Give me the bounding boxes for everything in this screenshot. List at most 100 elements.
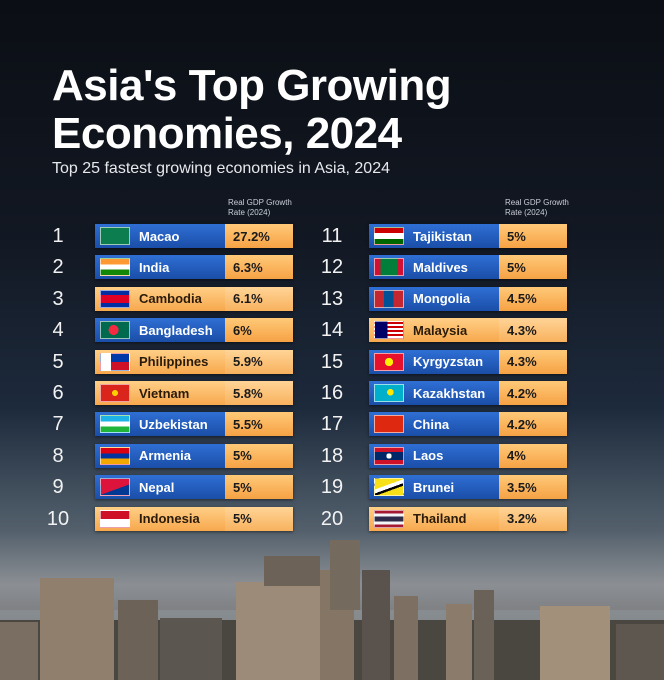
title-line-1: Asia's Top Growing: [52, 61, 452, 110]
table-row: Uzbekistan 5.5%: [95, 412, 293, 437]
rank-number: 11: [321, 225, 343, 247]
table-row: Cambodia 6.1%: [95, 286, 293, 311]
table-row: Brunei 3.5%: [369, 475, 567, 500]
table-row: Vietnam 5.8%: [95, 381, 293, 405]
gdp-growth-value: 5.8%: [225, 381, 293, 405]
table-row: Tajikistan 5%: [369, 224, 567, 248]
gdp-growth-value: 4%: [499, 443, 567, 468]
rank-number: 7: [52, 413, 64, 436]
country-name: Tajikistan: [413, 228, 473, 244]
thailand-flag-icon: [374, 509, 404, 528]
table-row: Macao 27.2%: [95, 224, 293, 248]
table-row: Philippines 5.9%: [95, 349, 293, 374]
country-name: Uzbekistan: [139, 416, 208, 432]
country-name: China: [413, 416, 450, 432]
philippines-flag-icon: [100, 352, 130, 371]
table-row: Mongolia 4.5%: [369, 286, 567, 311]
table-row: China 4.2%: [369, 412, 567, 437]
country-name: Malaysia: [413, 322, 468, 338]
vietnam-flag-icon: [100, 384, 130, 402]
country-cell: Malaysia: [369, 318, 499, 343]
gdp-growth-value: 4.5%: [499, 286, 567, 311]
gdp-growth-value: 4.2%: [499, 381, 567, 405]
country-name: India: [139, 259, 170, 275]
tajikistan-flag-icon: [374, 227, 404, 245]
country-name: Macao: [139, 228, 180, 244]
table-row: Thailand 3.2%: [369, 506, 567, 531]
table-row: Maldives 5%: [369, 255, 567, 280]
cambodia-flag-icon: [100, 289, 130, 308]
country-cell: Laos: [369, 443, 499, 468]
country-cell: Maldives: [369, 255, 499, 280]
country-name: Armenia: [139, 448, 192, 464]
table-row: Armenia 5%: [95, 443, 293, 468]
rank-number: 9: [52, 476, 64, 499]
kyrgyzstan-flag-icon: [374, 352, 404, 371]
country-name: Brunei: [413, 479, 455, 495]
country-name: Maldives: [413, 259, 468, 275]
india-flag-icon: [100, 258, 130, 277]
gdp-growth-value: 6%: [225, 318, 293, 343]
table-row: Kazakhstan 4.2%: [369, 381, 567, 405]
maldives-flag-icon: [374, 258, 404, 277]
indonesia-flag-icon: [100, 509, 130, 528]
country-cell: Kyrgyzstan: [369, 349, 499, 374]
country-cell: Uzbekistan: [95, 412, 225, 437]
rank-number: 5: [52, 350, 64, 373]
gdp-growth-value: 3.2%: [499, 506, 567, 531]
rank-number: 13: [320, 287, 344, 310]
rank-number: 8: [52, 444, 64, 467]
value-header-line-1: Real GDP Growth: [228, 198, 292, 207]
country-cell: Nepal: [95, 475, 225, 500]
country-cell: Brunei: [369, 475, 499, 500]
rank-number: 6: [52, 382, 64, 404]
country-name: Indonesia: [139, 511, 200, 527]
table-row: Kyrgyzstan 4.3%: [369, 349, 567, 374]
country-name: Thailand: [413, 511, 467, 527]
country-cell: Vietnam: [95, 381, 225, 405]
page-subtitle: Top 25 fastest growing economies in Asia…: [52, 160, 390, 177]
rank-number: 1: [52, 225, 64, 247]
rank-number: 17: [320, 413, 344, 436]
gdp-growth-value: 4.3%: [499, 349, 567, 374]
country-cell: Thailand: [369, 506, 499, 531]
rank-number: 20: [320, 507, 344, 530]
country-cell: Macao: [95, 224, 225, 248]
value-header-line-2: Rate (2024): [505, 208, 548, 217]
bangladesh-flag-icon: [100, 321, 130, 340]
gdp-growth-value: 6.3%: [225, 255, 293, 280]
country-name: Vietnam: [139, 385, 190, 401]
rank-number: 10: [46, 507, 70, 530]
country-name: Cambodia: [139, 291, 202, 307]
country-name: Laos: [413, 448, 444, 464]
country-name: Mongolia: [413, 291, 471, 307]
armenia-flag-icon: [100, 446, 130, 465]
country-cell: China: [369, 412, 499, 437]
country-cell: Mongolia: [369, 286, 499, 311]
country-cell: Philippines: [95, 349, 225, 374]
malaysia-flag-icon: [374, 321, 404, 340]
country-name: Nepal: [139, 479, 175, 495]
laos-flag-icon: [374, 446, 404, 465]
rank-number: 4: [52, 319, 64, 342]
gdp-growth-value: 3.5%: [499, 475, 567, 500]
gdp-growth-value: 4.3%: [499, 318, 567, 343]
table-row: Malaysia 4.3%: [369, 318, 567, 343]
rank-number: 18: [320, 444, 344, 467]
table-row: Bangladesh 6%: [95, 318, 293, 343]
value-column-header-right: Real GDP Growth Rate (2024): [505, 198, 595, 218]
country-name: Kazakhstan: [413, 385, 486, 401]
rank-number: 2: [52, 256, 64, 279]
table-row: Laos 4%: [369, 443, 567, 468]
rank-number: 16: [320, 382, 344, 404]
country-cell: Kazakhstan: [369, 381, 499, 405]
macao-flag-icon: [100, 227, 130, 245]
gdp-growth-value: 5%: [225, 506, 293, 531]
country-cell: Cambodia: [95, 286, 225, 311]
title-line-2: Economies, 2024: [52, 109, 402, 158]
gdp-growth-value: 5.9%: [225, 349, 293, 374]
value-header-line-1: Real GDP Growth: [505, 198, 569, 207]
nepal-flag-icon: [100, 478, 130, 497]
value-header-line-2: Rate (2024): [228, 208, 271, 217]
country-name: Kyrgyzstan: [413, 354, 484, 370]
